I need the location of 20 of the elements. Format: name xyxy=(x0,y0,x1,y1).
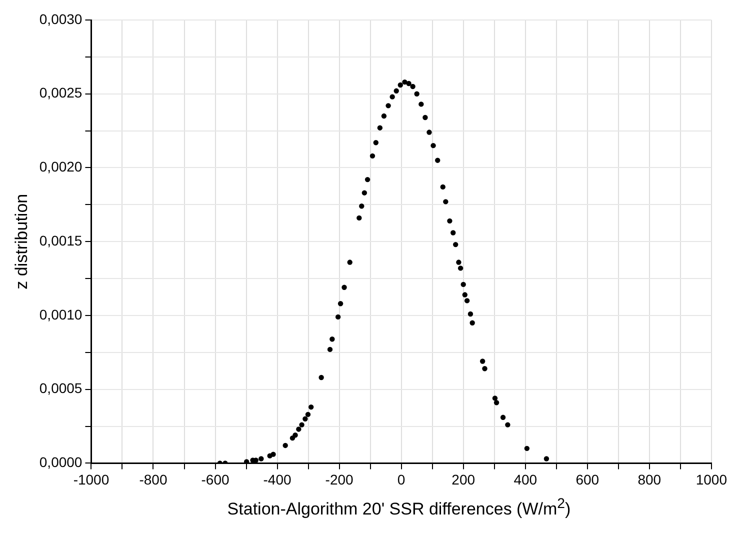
x-tick-label: -800 xyxy=(139,471,168,488)
x-tick-label: -600 xyxy=(201,471,230,488)
y-tick-label: 0,0015 xyxy=(39,232,82,248)
y-tick-label: 0,0025 xyxy=(39,84,82,101)
y-axis-title: z distribution xyxy=(12,194,31,290)
x-tick-label: 200 xyxy=(452,471,476,488)
x-tick-label: 800 xyxy=(638,471,662,488)
x-tick-label: 0 xyxy=(397,471,406,488)
x-tick-label: 1000 xyxy=(696,471,728,488)
x-tick-label: -200 xyxy=(325,471,354,488)
y-tick-label: 0,0030 xyxy=(39,10,82,27)
y-tick-label: 0,0020 xyxy=(39,158,82,175)
x-tick-label: 600 xyxy=(576,471,600,488)
x-tick-label: -400 xyxy=(263,471,292,488)
x-axis-title: Station-Algorithm 20' SSR differences (W/m$^{2}$) xyxy=(226,496,572,520)
x-tick-label: -1000 xyxy=(73,471,110,488)
y-tick-label: 0,0000 xyxy=(39,454,82,470)
y-tick-label: 0,0010 xyxy=(39,306,82,322)
x-tick-label: 400 xyxy=(514,471,538,488)
y-tick-label: 0,0005 xyxy=(39,380,82,396)
